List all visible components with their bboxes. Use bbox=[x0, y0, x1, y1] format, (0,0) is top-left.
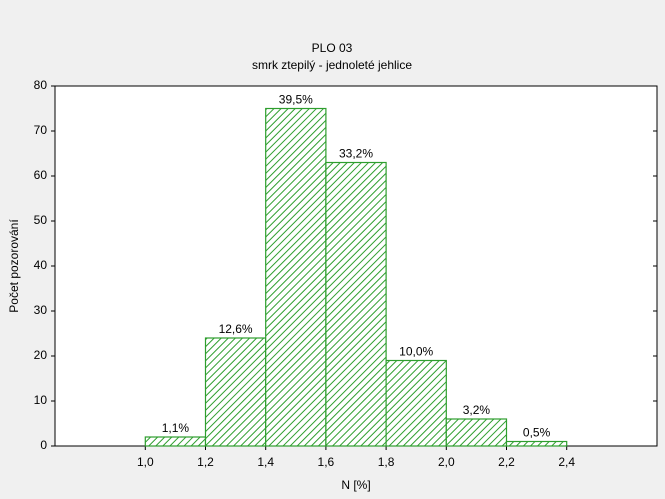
x-tick-label: 1,8 bbox=[378, 455, 395, 469]
value-label: 39,5% bbox=[279, 93, 313, 107]
value-label: 1,1% bbox=[162, 421, 190, 435]
x-tick-label: 1,6 bbox=[318, 455, 335, 469]
x-tick-label: 1,0 bbox=[137, 455, 154, 469]
x-tick-label: 2,0 bbox=[438, 455, 455, 469]
y-tick-label: 20 bbox=[34, 348, 48, 362]
y-tick-label: 10 bbox=[34, 393, 48, 407]
y-tick-label: 0 bbox=[40, 438, 47, 452]
x-tick-label: 1,2 bbox=[197, 455, 214, 469]
y-tick-label: 30 bbox=[34, 303, 48, 317]
value-label: 0,5% bbox=[523, 426, 551, 440]
y-tick-label: 40 bbox=[34, 258, 48, 272]
y-tick-label: 70 bbox=[34, 123, 48, 137]
y-tick-label: 60 bbox=[34, 168, 48, 182]
value-label: 12,6% bbox=[219, 322, 253, 336]
bar bbox=[325, 161, 387, 447]
y-tick-label: 80 bbox=[34, 78, 48, 92]
bar bbox=[204, 337, 267, 447]
bar bbox=[144, 436, 207, 447]
bar bbox=[445, 418, 508, 447]
value-label: 33,2% bbox=[339, 147, 373, 161]
x-axis-label: N [%] bbox=[341, 478, 370, 492]
value-label: 10,0% bbox=[399, 345, 433, 359]
value-label: 3,2% bbox=[463, 403, 491, 417]
chart-subtitle: smrk ztepilý - jednoleté jehlice bbox=[252, 58, 412, 72]
bar bbox=[385, 359, 447, 447]
x-tick-label: 2,2 bbox=[498, 455, 515, 469]
chart-title: PLO 03 bbox=[312, 41, 353, 55]
x-tick-label: 2,4 bbox=[558, 455, 575, 469]
y-axis-label: Počet pozorování bbox=[7, 219, 21, 313]
y-tick-label: 50 bbox=[34, 213, 48, 227]
bar bbox=[505, 440, 568, 447]
bar bbox=[265, 107, 327, 447]
x-tick-label: 1,4 bbox=[257, 455, 274, 469]
